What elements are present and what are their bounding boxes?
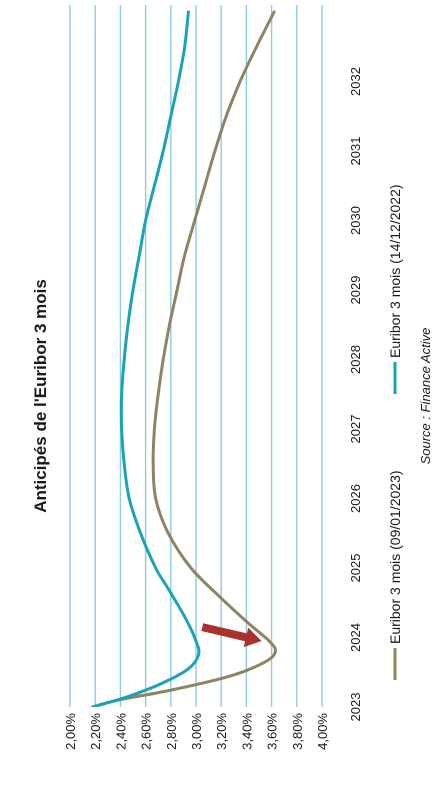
y-tick-group-2: 2,40%	[113, 713, 128, 750]
y-tick-label: 2,80%	[164, 713, 179, 750]
x-tick-group-2: 2025	[348, 554, 363, 583]
y-tick-label: 3,00%	[189, 713, 204, 750]
x-tick-group-8: 2031	[348, 137, 363, 166]
x-tick-label: 2024	[348, 623, 363, 652]
y-tick-label: 2,40%	[113, 713, 128, 750]
legend-label-series-1: Euribor 3 mois (09/01/2023)	[387, 470, 403, 644]
axis-ticks: 2,00% 2,20% 2,40% 2,60% 2,80% 3,00% 3,20% 3,40%…	[63, 67, 363, 750]
x-tick-group-3: 2026	[348, 484, 363, 513]
x-tick-group-1: 2024	[348, 623, 363, 652]
x-tick-label: 2031	[348, 137, 363, 166]
y-tick-label: 3,20%	[214, 713, 229, 750]
y-tick-label: 3,40%	[239, 713, 254, 750]
y-tick-group-8: 3,60%	[265, 713, 280, 750]
x-tick-label: 2025	[348, 554, 363, 583]
x-tick-label: 2030	[348, 206, 363, 235]
y-tick-group-9: 3,80%	[290, 713, 305, 750]
x-tick-label: 2028	[348, 345, 363, 374]
source-group: Source : Finance Active	[418, 328, 433, 465]
x-tick-group-6: 2029	[348, 276, 363, 305]
y-tick-group-4: 2,80%	[164, 713, 179, 750]
series-line-1	[91, 10, 277, 707]
x-tick-label: 2026	[348, 484, 363, 513]
x-tick-label: 2023	[348, 693, 363, 722]
x-tick-label: 2027	[348, 415, 363, 444]
y-tick-label: 4,00%	[315, 713, 330, 750]
x-tick-label: 2029	[348, 276, 363, 305]
x-tick-group-7: 2030	[348, 206, 363, 235]
grid-lines	[69, 5, 323, 707]
y-tick-group-5: 3,00%	[189, 713, 204, 750]
chart-title: Anticipés de l'Euribor 3 mois	[31, 279, 50, 513]
y-tick-label: 2,00%	[63, 713, 78, 750]
y-tick-group-7: 3,40%	[239, 713, 254, 750]
y-tick-group-6: 3,20%	[214, 713, 229, 750]
source-note: Source : Finance Active	[418, 328, 433, 465]
y-tick-group-0: 2,00%	[63, 713, 78, 750]
arrow-annotation-1	[201, 623, 262, 648]
legend-label-series-2: Euribor 3 mois (14/12/2022)	[387, 184, 403, 358]
y-tick-label: 2,20%	[88, 713, 103, 750]
y-tick-label: 3,80%	[290, 713, 305, 750]
y-tick-label: 3,60%	[265, 713, 280, 750]
x-tick-group-9: 2032	[348, 67, 363, 96]
series-line-2	[91, 10, 201, 707]
y-tick-label: 2,60%	[139, 713, 154, 750]
y-tick-group-10: 4,00%	[315, 713, 330, 750]
x-tick-group-0: 2023	[348, 693, 363, 722]
x-tick-group-4: 2027	[348, 415, 363, 444]
chart-title-group: Anticipés de l'Euribor 3 mois	[31, 279, 50, 513]
legend: Euribor 3 mois (09/01/2023) Euribor 3 mo…	[387, 184, 403, 680]
x-tick-group-5: 2028	[348, 345, 363, 374]
y-tick-group-1: 2,20%	[88, 713, 103, 750]
y-tick-group-3: 2,60%	[139, 713, 154, 750]
plot-area	[91, 10, 277, 707]
x-tick-label: 2032	[348, 67, 363, 96]
